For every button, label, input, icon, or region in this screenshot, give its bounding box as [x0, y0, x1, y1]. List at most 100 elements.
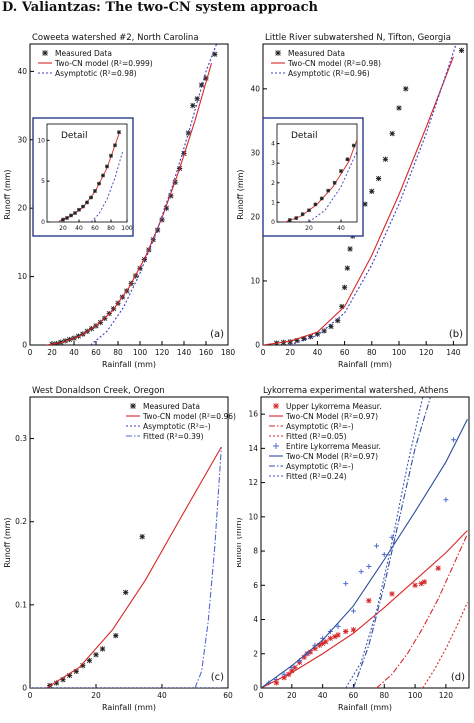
- chart-c-svg: 0 20 40 60 0 0.1 0.2 0.3 Rainfall (mm) Runoff (mm…: [3, 386, 236, 712]
- series-line-d-2: [261, 530, 468, 688]
- x-tick-label-a-4: 80: [113, 348, 123, 357]
- legend-marker-d-0: [273, 403, 279, 409]
- data-point-b-0-23: [458, 47, 465, 54]
- panel-label-b: (b): [449, 329, 463, 340]
- data-point-a-0-25: [159, 217, 165, 223]
- data-point-b-0-10: [339, 303, 345, 310]
- data-point-d-1-14: [374, 543, 380, 549]
- inset-point-b-4: [313, 202, 318, 207]
- x-tick-label-c-2: 40: [157, 691, 167, 700]
- data-point-d-1-18: [451, 437, 457, 443]
- chart-a-svg: 0 20 40 60 80 100 120 140 160 180010203040Rainfal…: [3, 33, 235, 369]
- data-point-b-0-7: [321, 328, 327, 334]
- y-tick-label-d-5: 10: [248, 512, 258, 521]
- inset-frame-a: [32, 117, 134, 237]
- data-point-d-0-0: [273, 680, 280, 686]
- data-point-d-1-12: [358, 569, 364, 575]
- inset-point-b-5: [319, 196, 324, 201]
- inset-x-tick-a-4: 100: [121, 225, 133, 232]
- series-line-a-2: [90, 44, 218, 345]
- inset-y-tick-a-2: 10: [37, 137, 45, 144]
- data-point-b-0-19: [382, 156, 389, 162]
- legend-bg-c: [122, 401, 224, 447]
- x-axis-label-c: Rainfall (mm): [102, 703, 156, 712]
- legend-label-c-1: Two-CN model (R²=0.96): [142, 412, 236, 421]
- x-tick-label-a-0: 0: [28, 348, 33, 357]
- x-tick-label-c-0: 0: [28, 691, 33, 700]
- legend-label-d-2: Asymptotic (R²=-): [286, 422, 354, 431]
- inset-point-b-6: [326, 188, 331, 193]
- y-tick-label-b-2: 20: [250, 212, 260, 221]
- data-point-d-0-23: [435, 565, 441, 571]
- chart-panel-d: 0 20 40 60 80 100 120 0 2 4 6 8 10 12 14 16 Rainfall (mm…: [234, 377, 474, 719]
- inset-point-a-5: [81, 204, 85, 209]
- data-point-b-0-20: [389, 131, 395, 137]
- y-tick-label-d-2: 4: [253, 615, 258, 624]
- data-point-d-1-11: [350, 608, 356, 614]
- inset-point-b-10: [351, 143, 356, 148]
- inset-frame-b: [262, 117, 364, 237]
- inset-plot-frame-a: [46, 123, 128, 223]
- data-point-b-0-8: [328, 323, 334, 330]
- data-point-d-1-16: [389, 534, 395, 540]
- x-tick-label-a-2: 40: [69, 348, 79, 357]
- data-point-b-0-21: [396, 105, 402, 111]
- y-axis-label-d: Runoff (mm): [237, 517, 243, 567]
- data-point-b-0-5: [307, 334, 314, 340]
- y-axis-label-b: Runoff (mm): [237, 169, 245, 219]
- chart-panel-c: 0 20 40 60 0 0.1 0.2 0.3 Rainfall (mm) Runoff (mm…: [0, 377, 237, 719]
- inset-point-b-1: [294, 216, 299, 220]
- x-axis-label-d: Rainfall (mm): [338, 703, 392, 712]
- series-group-c: [30, 431, 225, 688]
- legend-label-d-5: Two-CN Model (R²=0.97): [285, 452, 378, 461]
- inset-x-tick-b-1: 40: [337, 225, 345, 232]
- y-axis-label-a: Runoff (mm): [3, 169, 12, 219]
- y-tick-label-a-1: 10: [17, 272, 27, 281]
- data-point-d-0-8: [307, 649, 313, 655]
- x-tick-label-d-0: 0: [259, 691, 264, 700]
- data-point-d-0-9: [312, 645, 318, 652]
- data-point-a-0-33: [194, 96, 200, 102]
- inset-series-b: [284, 139, 357, 222]
- data-point-d-0-13: [327, 635, 333, 641]
- x-tick-label-c-3: 60: [223, 691, 233, 700]
- x-tick-label-d-6: 120: [439, 691, 454, 700]
- x-tick-label-a-8: 160: [199, 348, 214, 357]
- inset-point-b-8: [339, 169, 343, 173]
- data-point-a-0-27: [168, 193, 174, 199]
- y-tick-label-a-2: 20: [17, 204, 27, 213]
- data-point-d-0-11: [319, 640, 326, 647]
- inset-point-a-9: [97, 181, 101, 186]
- x-axis-label-b: Rainfall (mm): [338, 360, 392, 369]
- data-point-b-0-16: [362, 201, 368, 207]
- inset-y-tick-b-1: 1: [271, 199, 275, 206]
- legend-marker-a-0: [42, 50, 48, 56]
- chart-title-a: Coweeta watershed #2, North Carolina: [32, 33, 199, 43]
- inset-y-tick-a-1: 5: [41, 178, 45, 185]
- inset-point-a-13: [113, 143, 117, 148]
- data-point-b-0-12: [344, 265, 350, 271]
- legend-label-d-4: Entire Lykorrema Measur.: [286, 442, 381, 451]
- legend-label-d-3: Fitted (R²=0.05): [286, 432, 347, 441]
- legend-label-a-0: Measured Data: [55, 49, 112, 58]
- data-point-d-0-15: [335, 632, 341, 638]
- legend-label-c-3: Fitted (R²=0.39): [143, 432, 204, 441]
- legend-label-d-7: Fitted (R²=0.24): [286, 472, 347, 481]
- data-point-b-0-22: [403, 86, 409, 92]
- data-point-d-0-6: [301, 654, 307, 660]
- data-point-c-0-1: [53, 680, 60, 686]
- page-header: D. Valiantzas: The two-CN system approac…: [2, 0, 318, 15]
- y-tick-label-a-4: 40: [17, 67, 27, 76]
- y-tick-label-a-3: 30: [17, 135, 27, 144]
- data-point-d-0-19: [389, 591, 395, 597]
- data-point-d-1-13: [366, 563, 372, 569]
- legend-marker-b-0: [275, 50, 281, 56]
- data-point-d-0-17: [350, 627, 357, 633]
- data-point-c-0-6: [86, 657, 93, 664]
- data-point-d-0-10: [316, 642, 323, 648]
- inset-point-a-7: [89, 195, 93, 200]
- legend-label-a-2: Asymptotic (R²=0.98): [55, 69, 137, 78]
- y-tick-label-d-0: 0: [253, 684, 258, 693]
- inset-point-a-8: [93, 189, 97, 193]
